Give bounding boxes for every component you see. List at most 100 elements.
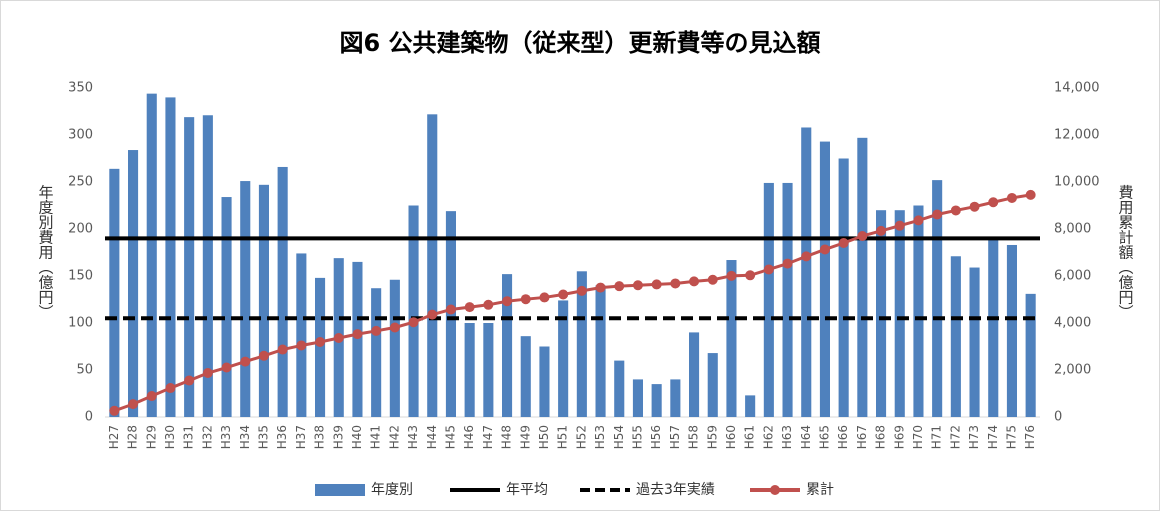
bar bbox=[352, 261, 363, 417]
bar bbox=[109, 168, 120, 417]
bar bbox=[258, 184, 269, 417]
y2-axis-title: 費用累計額（億円） bbox=[1117, 185, 1135, 320]
y-tick-label: 50 bbox=[76, 363, 93, 378]
x-tick-label: H54 bbox=[612, 425, 626, 449]
bar bbox=[838, 158, 849, 417]
y2-tick-label: 4,000 bbox=[1054, 316, 1091, 331]
bar bbox=[651, 384, 662, 417]
bar bbox=[408, 205, 419, 417]
line-marker bbox=[969, 201, 980, 212]
bar bbox=[165, 97, 176, 418]
y-tick-label: 200 bbox=[68, 222, 93, 237]
x-tick-label: H59 bbox=[705, 425, 719, 449]
y2-tick-label: 12,000 bbox=[1054, 128, 1100, 143]
bar bbox=[221, 197, 232, 417]
bar bbox=[801, 127, 812, 417]
x-tick-label: H70 bbox=[911, 425, 925, 449]
line-marker bbox=[857, 231, 868, 242]
x-tick-label: H41 bbox=[369, 425, 383, 449]
x-tick-label: H64 bbox=[799, 425, 813, 449]
line-marker bbox=[146, 391, 157, 402]
x-tick-label: H42 bbox=[387, 425, 401, 449]
x-tick-label: H74 bbox=[986, 425, 1000, 449]
line-marker bbox=[1006, 192, 1017, 203]
legend-label: 年平均 bbox=[506, 482, 548, 498]
bar bbox=[876, 210, 887, 417]
bar bbox=[128, 150, 139, 418]
y2-tick-label: 6,000 bbox=[1054, 269, 1091, 284]
x-tick-label: H40 bbox=[350, 425, 364, 449]
x-tick-label: H27 bbox=[107, 425, 121, 449]
line-marker bbox=[258, 350, 269, 361]
bar bbox=[726, 260, 737, 417]
line-marker bbox=[464, 302, 475, 313]
x-tick-label: H67 bbox=[855, 425, 869, 449]
line-marker bbox=[632, 280, 643, 291]
x-tick-label: H52 bbox=[574, 425, 588, 449]
line-marker bbox=[520, 294, 531, 305]
line-marker bbox=[894, 220, 905, 231]
bar bbox=[146, 93, 157, 417]
x-tick-label: H35 bbox=[256, 425, 270, 449]
x-tick-label: H73 bbox=[967, 425, 981, 449]
x-tick-label: H71 bbox=[930, 425, 944, 449]
line-marker bbox=[389, 322, 400, 333]
line-marker bbox=[221, 362, 232, 373]
y-axis-title: 年度別費用（億円） bbox=[37, 185, 55, 320]
x-tick-label: H50 bbox=[537, 425, 551, 449]
bar bbox=[745, 395, 756, 417]
line-marker bbox=[333, 333, 344, 344]
y-tick-label: 150 bbox=[68, 269, 93, 284]
x-tick-label: H32 bbox=[200, 425, 214, 449]
line-marker bbox=[763, 264, 774, 275]
bar bbox=[707, 353, 718, 417]
line-marker bbox=[670, 278, 681, 289]
bar bbox=[857, 137, 868, 417]
x-tick-label: H43 bbox=[406, 425, 420, 449]
y-tick-label: 300 bbox=[68, 128, 93, 143]
line-marker bbox=[352, 329, 363, 340]
x-tick-label: H48 bbox=[500, 425, 514, 449]
x-tick-label: H53 bbox=[593, 425, 607, 449]
bar bbox=[969, 267, 980, 417]
y-tick-label: 250 bbox=[68, 175, 93, 190]
bar bbox=[277, 166, 288, 417]
bar bbox=[483, 323, 494, 417]
line-marker bbox=[576, 285, 587, 296]
x-tick-label: H31 bbox=[182, 425, 196, 449]
line-marker bbox=[184, 375, 195, 386]
line-marker bbox=[838, 238, 849, 249]
bar bbox=[782, 182, 793, 417]
bar bbox=[202, 115, 213, 417]
x-tick-label: H65 bbox=[817, 425, 831, 449]
x-tick-label: H69 bbox=[892, 425, 906, 449]
y2-tick-label: 0 bbox=[1054, 410, 1062, 425]
line-marker bbox=[988, 197, 999, 208]
y2-tick-label: 14,000 bbox=[1054, 81, 1100, 96]
y-tick-label: 350 bbox=[68, 81, 93, 96]
bar bbox=[913, 205, 924, 417]
x-tick-label: H38 bbox=[313, 425, 327, 449]
line-marker bbox=[240, 356, 251, 367]
x-tick-label: H51 bbox=[556, 425, 570, 449]
bar bbox=[614, 360, 625, 417]
x-tick-label: H33 bbox=[219, 425, 233, 449]
line-marker bbox=[315, 336, 326, 347]
line-marker bbox=[277, 344, 288, 355]
x-tick-label: H68 bbox=[874, 425, 888, 449]
bar bbox=[632, 379, 643, 417]
line-marker bbox=[202, 368, 213, 379]
bar bbox=[689, 332, 700, 417]
x-tick-label: H58 bbox=[687, 425, 701, 449]
line-marker bbox=[165, 383, 176, 394]
line-marker bbox=[950, 205, 961, 216]
bar bbox=[371, 288, 382, 417]
x-tick-label: H62 bbox=[761, 425, 775, 449]
bar bbox=[763, 182, 774, 417]
line-marker bbox=[483, 299, 494, 310]
line-marker bbox=[408, 317, 419, 328]
line-marker bbox=[427, 309, 438, 320]
bar bbox=[670, 379, 681, 417]
line-marker bbox=[539, 292, 550, 303]
bar bbox=[988, 238, 999, 417]
